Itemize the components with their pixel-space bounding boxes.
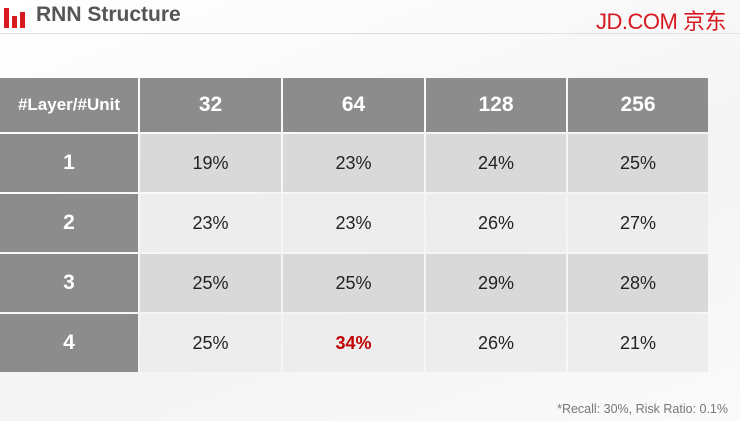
table-cell: 23% [140, 194, 281, 252]
row-header: 2 [0, 194, 138, 252]
table-cell: 25% [140, 314, 281, 372]
table-cell: 27% [568, 194, 708, 252]
row-header: 4 [0, 314, 138, 372]
table-cell: 25% [283, 254, 424, 312]
table-cell: 28% [568, 254, 708, 312]
column-header: 32 [140, 78, 281, 132]
table-cell: 19% [140, 134, 281, 192]
column-header: 64 [283, 78, 424, 132]
table-cell: 25% [140, 254, 281, 312]
table-cell: 26% [426, 194, 566, 252]
column-header: 128 [426, 78, 566, 132]
title: RNN Structure [36, 3, 181, 26]
footnote: *Recall: 30%, Risk Ratio: 0.1% [557, 402, 728, 416]
brand-logo: JD.COM 京东 [596, 9, 726, 34]
column-header: #Layer/#Unit [0, 78, 138, 132]
table-cell: 23% [283, 194, 424, 252]
table-cell: 21% [568, 314, 708, 372]
table: #Layer/#Unit 32 64 128 256 1 19% 23% 24% 25% 2 23% 2… [0, 78, 708, 372]
column-header: 256 [568, 78, 708, 132]
table-cell: 24% [426, 134, 566, 192]
row-header: 1 [0, 134, 138, 192]
table-cell: 34% [283, 314, 424, 372]
logo-icon [4, 8, 25, 28]
table-cell: 23% [283, 134, 424, 192]
table-cell: 29% [426, 254, 566, 312]
divider [0, 33, 740, 34]
table-cell: 26% [426, 314, 566, 372]
row-header: 3 [0, 254, 138, 312]
table-cell: 25% [568, 134, 708, 192]
